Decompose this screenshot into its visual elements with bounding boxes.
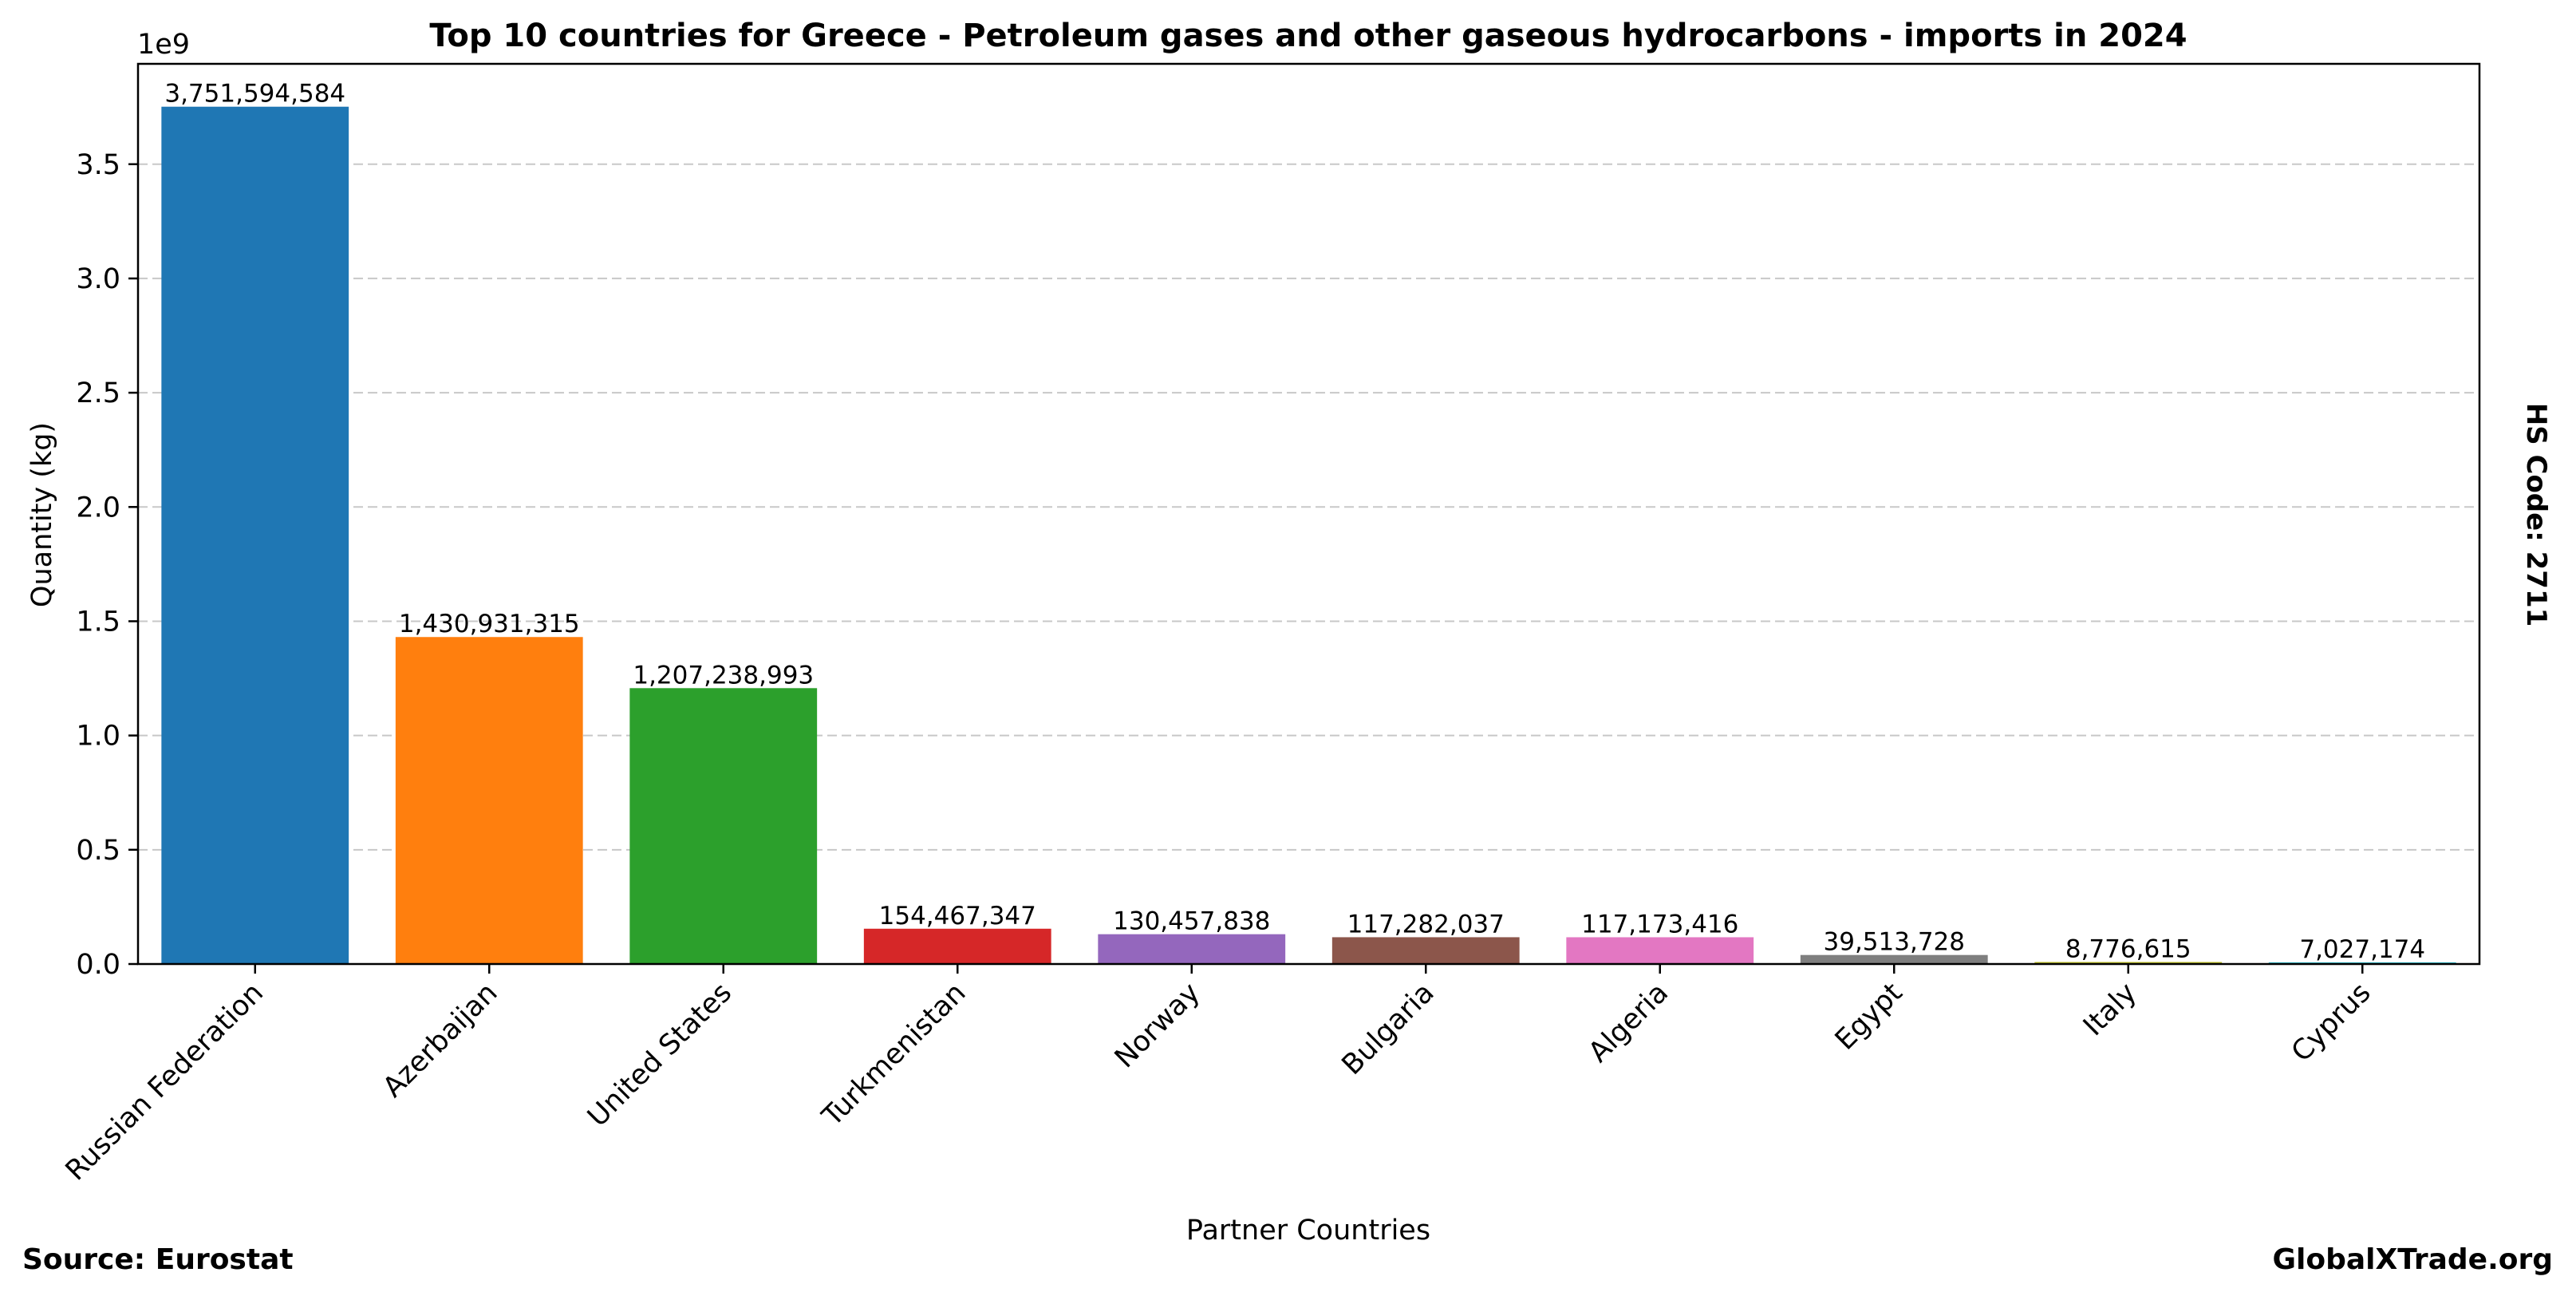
hs-code-label: HS Code: 2711	[2520, 403, 2552, 627]
bars	[161, 106, 2456, 965]
bar	[395, 637, 583, 964]
y-axis-label: Quantity (kg)	[26, 422, 58, 607]
site-label: GlobalXTrade.org	[2272, 1243, 2553, 1276]
y-tick-label: 0.5	[76, 835, 120, 867]
x-axis-label: Partner Countries	[1186, 1215, 1430, 1247]
x-tick-label: Bulgaria	[1336, 977, 1441, 1081]
y-tick-label: 1.0	[76, 721, 120, 753]
y-axis-scale: 1e9	[137, 29, 190, 61]
x-tick-label: United States	[582, 977, 738, 1133]
plot-frame	[136, 62, 2481, 966]
x-tick-label: Norway	[1109, 977, 1206, 1074]
data-label: 154,467,347	[879, 902, 1036, 931]
bar	[1566, 937, 1754, 964]
x-tick-label: Russian Federation	[60, 977, 270, 1187]
x-tick-label: Egypt	[1829, 977, 1909, 1057]
x-tick-label: Algeria	[1583, 977, 1675, 1069]
data-label: 3,751,594,584	[164, 80, 345, 109]
data-label: 7,027,174	[2299, 935, 2425, 964]
source-label: Source: Eurostat	[22, 1243, 294, 1276]
data-label: 1,430,931,315	[399, 610, 580, 638]
x-tick-label: Cyprus	[2286, 977, 2377, 1069]
x-tick-label: Turkmenistan	[816, 977, 972, 1133]
bar	[629, 688, 818, 964]
bar	[1331, 937, 1520, 964]
y-tick-label: 0.0	[76, 949, 120, 981]
data-labels: 3,751,594,584 1,430,931,315 1,207,238,993 1…	[164, 80, 2425, 964]
data-label: 117,173,416	[1581, 910, 1738, 938]
bar	[863, 928, 1051, 964]
y-tick-label: 3.5	[76, 149, 120, 181]
x-tick-label: Azerbaijan	[377, 977, 504, 1104]
data-label: 130,457,838	[1113, 907, 1270, 936]
bar	[1098, 934, 1286, 964]
data-label: 8,776,615	[2065, 934, 2191, 963]
y-tick-label: 1.5	[76, 606, 120, 638]
x-tick-label: Italy	[2077, 977, 2143, 1042]
bar	[2034, 962, 2223, 964]
chart-title: Top 10 countries for Greece - Petroleum …	[429, 18, 2187, 54]
y-tick-label: 3.0	[76, 263, 120, 295]
data-label: 1,207,238,993	[633, 661, 814, 689]
x-axis-ticks: Russian Federation Azerbaijan United State…	[60, 964, 2377, 1187]
y-tick-label: 2.0	[76, 492, 120, 524]
bar	[1800, 954, 1988, 964]
bar	[161, 106, 349, 965]
data-label: 117,282,037	[1347, 910, 1505, 938]
data-label: 39,513,728	[1824, 928, 1966, 957]
y-tick-label: 2.5	[76, 377, 120, 409]
y-axis-ticks: 0.0 0.5 1.0 1.5 2.0 2.5 3.0 3.5	[76, 149, 138, 981]
